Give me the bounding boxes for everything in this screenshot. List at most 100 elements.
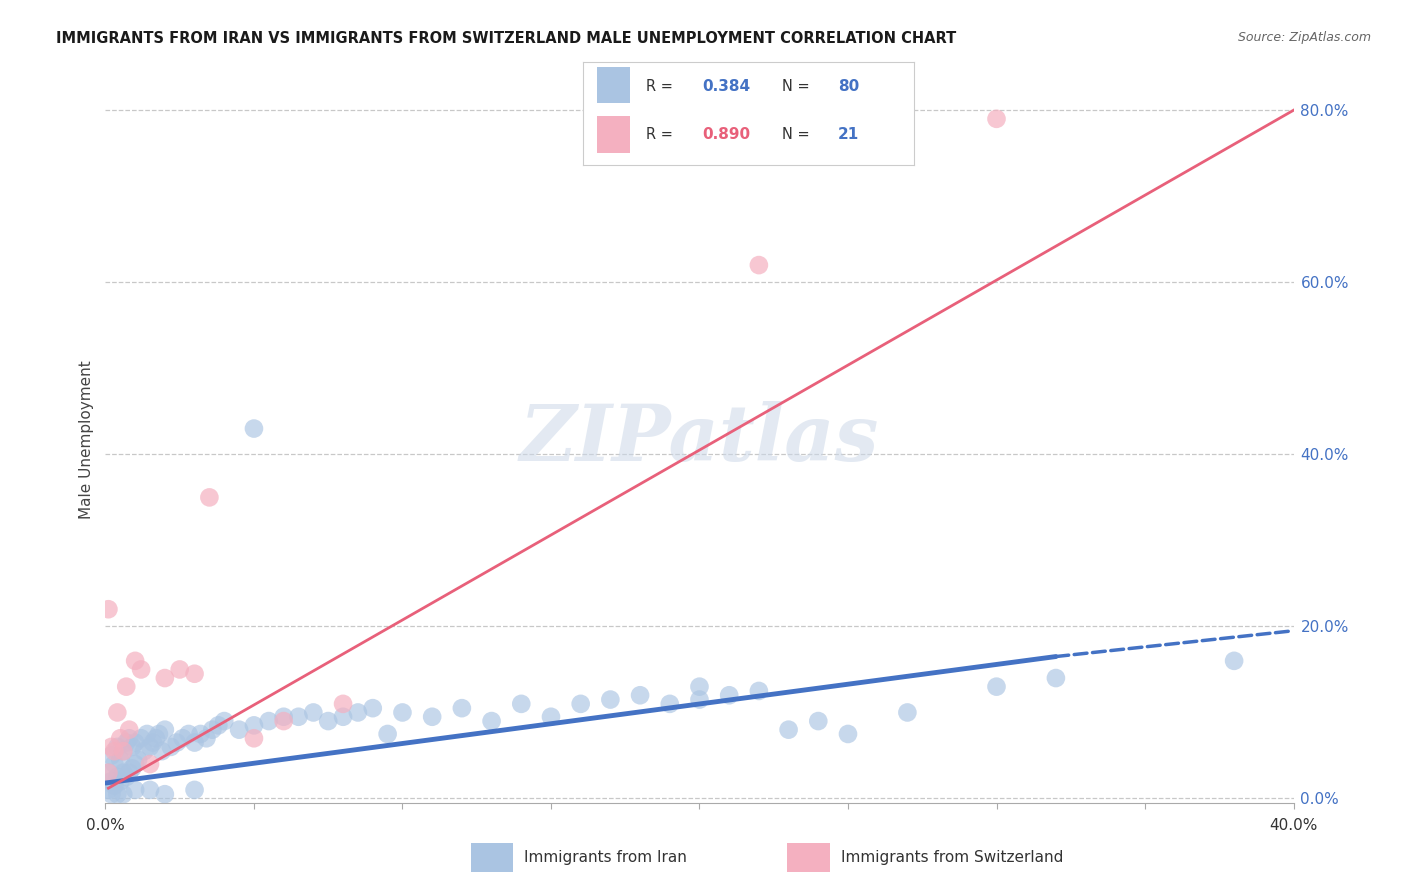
Point (689, 692, 711, 706)
Point (124, 783, 146, 797)
Point (115, 770, 138, 784)
Text: R =: R = (647, 78, 678, 94)
Point (896, 706, 918, 720)
Point (481, 714, 503, 728)
Point (198, 491, 221, 505)
Point (110, 731, 132, 746)
Point (599, 692, 621, 706)
Point (136, 727, 159, 741)
Point (97, 765, 120, 780)
Point (148, 727, 170, 741)
Point (1223, 654, 1246, 668)
Text: ZIPatlas: ZIPatlas (520, 401, 879, 477)
FancyBboxPatch shape (596, 116, 630, 153)
Text: Immigrants from Switzerland: Immigrants from Switzerland (841, 850, 1063, 865)
Point (145, 731, 167, 746)
Point (837, 727, 859, 741)
Point (112, 744, 135, 758)
Point (112, 744, 135, 758)
Point (190, 727, 212, 741)
Point (183, 783, 205, 797)
Point (391, 706, 413, 720)
Point (118, 765, 141, 780)
Y-axis label: Male Unemployment: Male Unemployment (79, 360, 94, 518)
Point (243, 731, 266, 746)
Point (316, 714, 339, 728)
Point (243, 718, 266, 732)
Point (807, 714, 830, 728)
Point (332, 710, 354, 724)
Point (112, 765, 135, 780)
Point (257, 714, 280, 728)
Point (332, 697, 354, 711)
Point (153, 671, 176, 685)
Point (142, 735, 165, 749)
Point (748, 684, 770, 698)
Point (139, 739, 162, 754)
Point (124, 735, 146, 749)
Point (139, 757, 162, 772)
Point (97, 602, 120, 616)
Point (100, 748, 122, 763)
FancyBboxPatch shape (596, 67, 630, 103)
Point (420, 710, 443, 724)
Point (377, 727, 399, 741)
Point (129, 731, 152, 746)
Point (127, 753, 149, 767)
Point (658, 697, 681, 711)
Point (347, 706, 370, 720)
Point (105, 706, 128, 720)
Text: 40.0%: 40.0% (1270, 818, 1317, 833)
Point (103, 757, 125, 772)
Point (153, 787, 176, 801)
Point (115, 680, 138, 694)
Text: IMMIGRANTS FROM IRAN VS IMMIGRANTS FROM SWITZERLAND MALE UNEMPLOYMENT CORRELATIO: IMMIGRANTS FROM IRAN VS IMMIGRANTS FROM … (56, 31, 956, 46)
Point (361, 701, 384, 715)
Point (689, 680, 711, 694)
Point (105, 739, 128, 754)
Point (129, 663, 152, 677)
Point (195, 731, 218, 746)
Point (110, 774, 132, 789)
Point (273, 710, 295, 724)
Point (986, 680, 1008, 694)
Text: 21: 21 (838, 127, 859, 142)
Point (124, 757, 146, 772)
Point (287, 710, 309, 724)
Point (110, 753, 132, 767)
Point (100, 739, 122, 754)
Point (243, 421, 266, 435)
Point (124, 654, 146, 668)
Point (121, 739, 143, 754)
Point (986, 112, 1008, 126)
Point (1045, 671, 1067, 685)
Point (273, 714, 295, 728)
Point (628, 688, 651, 702)
Point (100, 774, 122, 789)
Point (150, 744, 173, 758)
Point (97, 783, 120, 797)
Text: 0.0%: 0.0% (86, 818, 125, 833)
Point (183, 666, 205, 681)
Point (121, 761, 143, 775)
Text: 0.890: 0.890 (703, 127, 751, 142)
Text: Source: ZipAtlas.com: Source: ZipAtlas.com (1237, 31, 1371, 45)
Point (778, 723, 800, 737)
Point (569, 697, 592, 711)
Point (177, 727, 200, 741)
Point (510, 697, 533, 711)
Text: R =: R = (647, 127, 678, 142)
Point (118, 731, 141, 746)
Point (718, 688, 741, 702)
Point (214, 714, 236, 728)
Point (153, 723, 176, 737)
Point (201, 723, 224, 737)
Text: N =: N = (782, 78, 814, 94)
Point (103, 744, 125, 758)
Point (172, 731, 194, 746)
Point (302, 706, 325, 720)
Text: N =: N = (782, 127, 814, 142)
Point (103, 779, 125, 793)
Point (105, 787, 128, 801)
Point (115, 735, 138, 749)
